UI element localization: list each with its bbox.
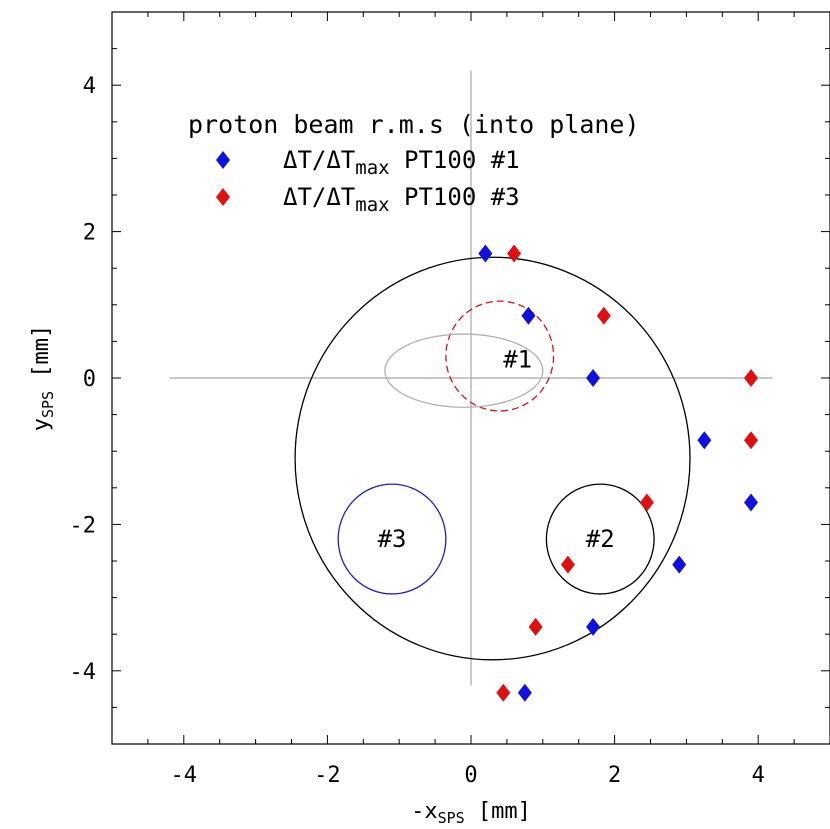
data-series (478, 244, 759, 702)
detector-regions (294, 256, 691, 661)
x-tick-label: 0 (464, 763, 477, 788)
data-point (521, 306, 536, 325)
x-axis-title: -xSPS [mm] (411, 799, 531, 827)
data-point (672, 555, 687, 574)
data-point (478, 244, 493, 263)
data-point (596, 306, 611, 325)
data-point (639, 493, 654, 512)
legend: proton beam r.m.s (into plane) ΔT/ΔTmax … (188, 110, 640, 216)
y-tick-label: 0 (83, 367, 96, 392)
data-point (496, 683, 511, 702)
x-tick-label: 4 (752, 763, 765, 788)
legend-marker (216, 151, 230, 169)
y-tick-label: 4 (83, 74, 96, 99)
series-0 (478, 244, 759, 702)
legend-title: proton beam r.m.s (into plane) (188, 110, 640, 139)
region-circle-2 (545, 483, 655, 595)
series-1 (496, 244, 759, 702)
data-point (560, 555, 575, 574)
y-tick-label: -4 (70, 660, 97, 685)
region-label-1: #2 (586, 525, 615, 553)
region-label-2: #3 (378, 525, 407, 553)
region-label-0: #1 (503, 346, 532, 374)
legend-marker (216, 188, 230, 206)
x-tick-label: -2 (314, 763, 341, 788)
data-point (507, 244, 522, 263)
axis-tick-labels: -4 -2 0 2 4 -4 -2 0 2 4 (70, 74, 765, 788)
data-point (586, 369, 601, 387)
x-tick-label: -4 (171, 763, 198, 788)
region-circle-0 (294, 256, 691, 661)
legend-label: ΔT/ΔTmax PT100 #3 (283, 183, 520, 216)
y-tick-label: 2 (83, 221, 96, 246)
legend-label: ΔT/ΔTmax PT100 #1 (283, 146, 520, 179)
reference-lines (169, 70, 773, 686)
x-tick-label: 2 (608, 763, 621, 788)
y-tick-label: -2 (70, 513, 97, 538)
data-point (744, 431, 759, 450)
data-point (697, 431, 712, 450)
data-point (528, 617, 543, 636)
data-point (517, 683, 532, 702)
y-axis-title: ySPS [mm] (29, 325, 57, 432)
region-ellipse-4 (384, 333, 544, 408)
region-labels: #1 #2 #3 (378, 346, 615, 553)
region-circle-1 (337, 483, 447, 595)
axis-ticks (111, 11, 830, 745)
region-circle-3 (445, 300, 555, 412)
data-point (744, 493, 759, 512)
data-point (586, 617, 601, 636)
data-point (744, 369, 759, 387)
